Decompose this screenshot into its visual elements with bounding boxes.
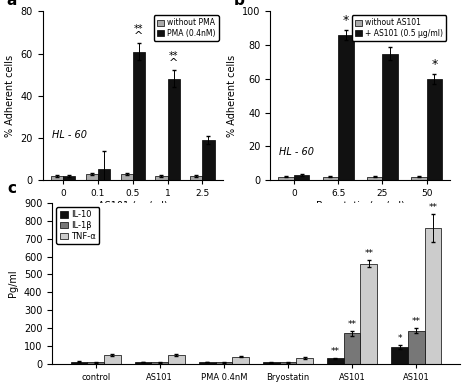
Bar	[383, 54, 398, 180]
Text: **: **	[347, 320, 356, 329]
Legend: without PMA, PMA (0.4nM): without PMA, PMA (0.4nM)	[154, 15, 219, 41]
Text: **: **	[412, 318, 421, 326]
Bar	[263, 362, 280, 364]
Text: **: **	[331, 347, 340, 356]
Bar	[51, 176, 63, 180]
Bar	[63, 176, 75, 180]
Bar	[104, 355, 121, 364]
Bar	[411, 177, 427, 180]
Bar	[280, 362, 296, 364]
Bar	[98, 169, 110, 180]
Text: ^: ^	[169, 58, 178, 68]
Bar	[360, 264, 377, 364]
Bar	[278, 177, 294, 180]
Bar	[190, 176, 202, 180]
Bar	[152, 362, 168, 364]
Text: ^: ^	[134, 31, 144, 41]
Bar	[323, 177, 338, 180]
Bar	[232, 357, 249, 364]
Text: b: b	[234, 0, 245, 8]
Bar	[296, 358, 313, 364]
Bar	[120, 173, 133, 180]
Bar	[199, 362, 216, 364]
Bar	[294, 175, 310, 180]
Text: *: *	[387, 31, 393, 44]
Bar	[133, 52, 145, 180]
Bar	[155, 176, 168, 180]
Bar	[87, 362, 104, 364]
Bar	[344, 334, 360, 364]
Bar	[135, 362, 152, 364]
X-axis label: AS101 (μg/ml): AS101 (μg/ml)	[98, 201, 168, 211]
Bar	[425, 228, 441, 364]
Text: c: c	[7, 181, 16, 196]
Text: *: *	[343, 15, 349, 28]
Text: HL - 60: HL - 60	[279, 147, 314, 157]
Bar	[367, 177, 383, 180]
Bar	[86, 173, 98, 180]
Bar	[71, 362, 87, 364]
Text: *: *	[397, 334, 402, 343]
Text: *: *	[431, 58, 438, 71]
Bar	[427, 79, 442, 180]
Legend: IL-10, IL-1β, TNF-α: IL-10, IL-1β, TNF-α	[56, 207, 100, 244]
Text: **: **	[134, 24, 144, 34]
Bar	[391, 347, 408, 364]
Text: **: **	[169, 51, 178, 61]
Y-axis label: % Adherent cells: % Adherent cells	[227, 55, 237, 137]
Bar	[216, 362, 232, 364]
Y-axis label: Pg/ml: Pg/ml	[9, 270, 18, 297]
Legend: without AS101, + AS101 (0.5 μg/ml): without AS101, + AS101 (0.5 μg/ml)	[352, 15, 447, 41]
Text: **: **	[365, 249, 374, 259]
Bar	[168, 355, 185, 364]
Text: a: a	[7, 0, 17, 8]
X-axis label: Bryostatin (ng/ml): Bryostatin (ng/ml)	[316, 201, 405, 211]
Text: HL - 60: HL - 60	[52, 130, 87, 140]
Bar	[338, 35, 354, 180]
Bar	[168, 79, 180, 180]
Y-axis label: % Adherent cells: % Adherent cells	[5, 55, 15, 137]
Bar	[408, 331, 425, 364]
Bar	[327, 358, 344, 364]
Text: **: **	[428, 203, 438, 212]
Bar	[202, 140, 215, 180]
